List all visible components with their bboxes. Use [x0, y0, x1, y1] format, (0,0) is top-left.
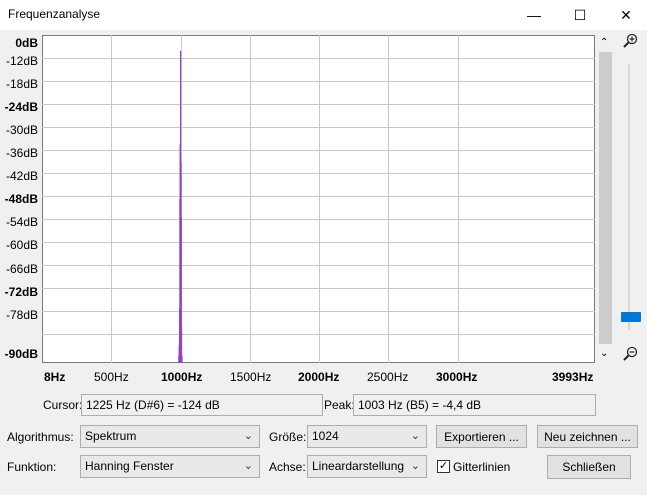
x-tick-label: 3993Hz [552, 370, 594, 384]
window-title: Frequenzanalyse [8, 7, 101, 21]
x-tick-label: 500Hz [94, 370, 129, 384]
peak-readout: 1003 Hz (B5) = -4,4 dB [353, 394, 596, 416]
close-window-button[interactable]: ✕ [620, 6, 632, 23]
y-tick-label: -36dB [5, 146, 38, 160]
chevron-down-icon: ⌄ [243, 430, 253, 442]
algorithm-value: Spektrum [85, 429, 137, 443]
size-select[interactable]: 1024 ⌄ [307, 425, 427, 448]
chevron-down-icon: ⌄ [410, 430, 420, 442]
chevron-down-icon: ⌄ [243, 460, 253, 472]
y-tick-label: -24dB [4, 100, 38, 114]
redraw-button[interactable]: Neu zeichnen ... [537, 425, 638, 448]
zoom-slider-track[interactable] [628, 64, 630, 330]
algorithm-label: Algorithmus: [7, 430, 74, 444]
function-select[interactable]: Hanning Fenster ⌄ [80, 455, 260, 478]
zoom-out-icon[interactable] [622, 346, 638, 365]
close-button[interactable]: Schließen [547, 455, 631, 479]
x-tick-label: 3000Hz [436, 370, 478, 384]
y-tick-label: 0dB [15, 36, 38, 50]
x-tick-label: 2500Hz [367, 370, 409, 384]
title-bar [0, 0, 647, 30]
spectrum-svg [42, 35, 595, 363]
axis-value: Lineardarstellung [312, 459, 405, 473]
axis-label: Achse: [269, 460, 306, 474]
export-button[interactable]: Exportieren ... [436, 425, 527, 448]
y-tick-label: -18dB [5, 77, 38, 91]
checkmark-icon: ✓ [438, 460, 449, 472]
peak-label: Peak: [324, 398, 355, 412]
y-tick-label: -66dB [5, 262, 38, 276]
spectrum-plot[interactable] [42, 35, 595, 363]
y-tick-label: -12dB [5, 54, 38, 68]
scrollbar-thumb[interactable] [599, 52, 612, 344]
algorithm-select[interactable]: Spektrum ⌄ [80, 425, 260, 448]
y-tick-label: -78dB [5, 308, 38, 322]
y-tick-label: -60dB [5, 238, 38, 252]
zoom-slider-thumb[interactable] [621, 311, 641, 322]
x-tick-label: 2000Hz [298, 370, 340, 384]
x-tick-label: 1000Hz [161, 370, 203, 384]
minimize-button[interactable]: — [527, 7, 541, 23]
zoom-in-icon[interactable] [622, 33, 638, 52]
y-axis: 0dB -12dB -18dB -24dB -30dB -36dB -42dB … [0, 0, 42, 370]
grid-checkbox-label[interactable]: Gitterlinien [453, 460, 511, 474]
function-label: Funktion: [7, 460, 57, 474]
scroll-up-icon[interactable]: ⌃ [600, 37, 609, 48]
axis-select[interactable]: Lineardarstellung ⌄ [307, 455, 427, 478]
maximize-button[interactable]: ☐ [573, 6, 587, 23]
y-tick-label: -54dB [5, 215, 38, 229]
size-label: Größe: [269, 430, 307, 444]
cursor-label: Cursor: [43, 398, 83, 412]
y-tick-label: -30dB [5, 123, 38, 137]
size-value: 1024 [312, 429, 339, 443]
x-tick-label: 8Hz [44, 370, 66, 384]
y-tick-label: -42dB [5, 169, 38, 183]
spectrum-series [178, 51, 183, 363]
y-tick-label: -48dB [4, 192, 38, 206]
x-tick-label: 1500Hz [230, 370, 272, 384]
chevron-down-icon: ⌄ [410, 460, 420, 472]
function-value: Hanning Fenster [85, 459, 174, 473]
y-tick-label: -72dB [4, 285, 38, 299]
scroll-down-icon[interactable]: ⌄ [600, 348, 609, 359]
grid-checkbox[interactable]: ✓ [437, 460, 450, 473]
y-tick-label: -90dB [4, 347, 38, 361]
cursor-readout: 1225 Hz (D#6) = -124 dB [81, 394, 323, 416]
